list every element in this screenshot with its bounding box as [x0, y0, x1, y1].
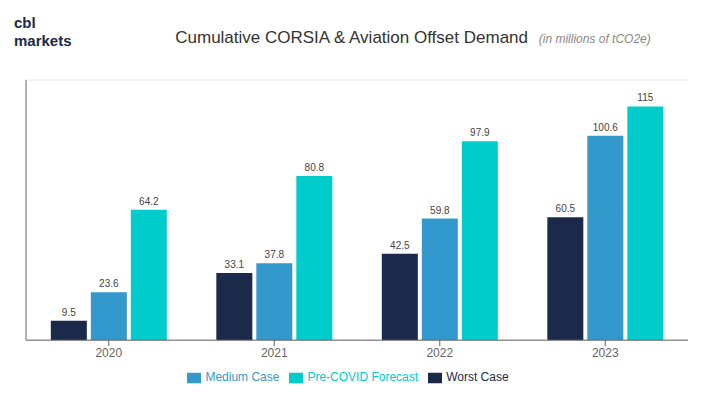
svg-text:64.2: 64.2	[139, 196, 159, 207]
html-text:Medium Case: Medium Case	[205, 370, 280, 385]
html-text:Pre-COVID Forecast: Pre-COVID Forecast	[307, 370, 419, 385]
svg-text:37.8: 37.8	[265, 249, 285, 260]
svg-text:2022: 2022	[426, 346, 453, 360]
html-text:markets: markets	[14, 32, 72, 49]
svg-text:80.8: 80.8	[305, 162, 325, 173]
svg-text:42.5: 42.5	[390, 240, 410, 251]
svg-text:60.5: 60.5	[556, 203, 576, 214]
svg-text:9.5: 9.5	[62, 307, 76, 318]
html-text:Cumulative CORSIA & Aviation O: Cumulative CORSIA & Aviation Offset Dema…	[175, 28, 651, 47]
html-text:cbl: cbl	[14, 14, 36, 31]
svg-text:115: 115	[637, 92, 653, 103]
svg-text:2020: 2020	[95, 346, 122, 360]
svg-text:59.8: 59.8	[430, 205, 450, 216]
svg-text:97.9: 97.9	[470, 127, 490, 138]
html-text:Worst Case: Worst Case	[446, 370, 509, 385]
svg-text:100.6: 100.6	[593, 122, 618, 133]
svg-text:23.6: 23.6	[99, 278, 119, 289]
svg-text:2023: 2023	[592, 346, 619, 360]
svg-text:2021: 2021	[261, 346, 288, 360]
svg-text:33.1: 33.1	[225, 259, 245, 270]
